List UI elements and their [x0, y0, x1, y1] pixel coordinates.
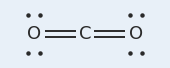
Text: C: C [79, 25, 91, 43]
Text: O: O [129, 25, 143, 43]
Text: O: O [27, 25, 41, 43]
